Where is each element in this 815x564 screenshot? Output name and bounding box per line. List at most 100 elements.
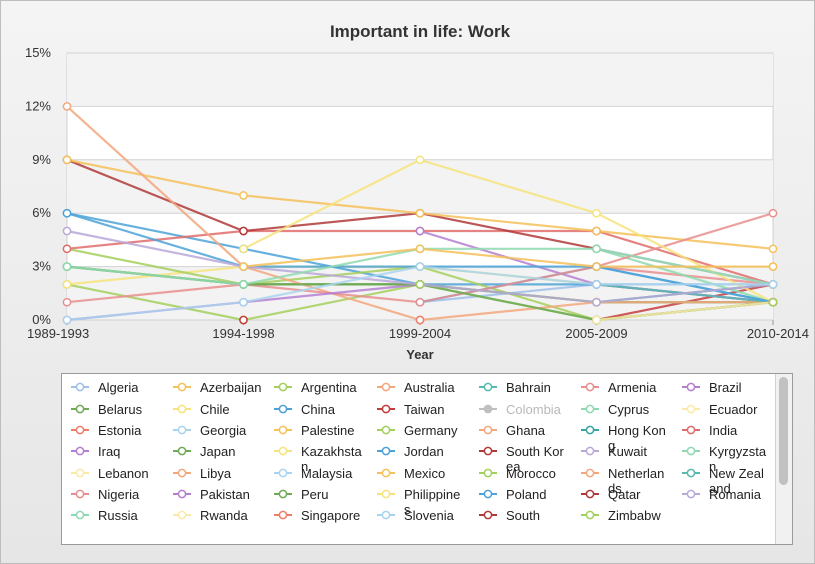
legend-label: Kuwait <box>608 444 648 459</box>
legend-label: Estonia <box>98 423 142 438</box>
data-point-slovenia[interactable] <box>592 280 601 289</box>
legend-marker-icon <box>274 446 292 456</box>
data-point-south-africa[interactable] <box>415 244 425 254</box>
legend-marker-icon <box>71 510 89 520</box>
legend-label: Azerbaijan <box>200 380 262 395</box>
data-point-singapore[interactable] <box>415 315 425 325</box>
data-point-mexico[interactable] <box>239 191 248 200</box>
legend-marker-icon <box>173 510 191 520</box>
data-point-south-africa[interactable] <box>768 262 778 271</box>
legend-label: Brazil <box>709 380 742 395</box>
data-point-nigeria[interactable] <box>62 297 72 307</box>
legend-label: Nigeria <box>98 487 140 502</box>
data-point-mexico[interactable] <box>415 208 425 218</box>
legend-marker-icon <box>479 510 497 520</box>
legend-marker-icon <box>581 425 599 435</box>
data-point-philippines[interactable] <box>239 244 248 254</box>
data-point-mexico[interactable] <box>592 226 601 236</box>
legend-marker-icon <box>71 468 89 478</box>
legend-label: New Zealand <box>709 466 764 496</box>
legend-marker-icon <box>581 510 599 520</box>
legend-scrollbar[interactable] <box>775 374 792 544</box>
y-tick-label: 9% <box>32 152 51 167</box>
legend-label: Ecuador <box>709 402 758 417</box>
scrollbar-thumb[interactable] <box>779 377 788 485</box>
data-point-romania[interactable] <box>592 297 601 307</box>
legend-label: Libya <box>200 466 232 481</box>
data-point-slovenia[interactable] <box>768 280 778 289</box>
series-line-rwanda <box>596 301 774 322</box>
x-tick-label: 2005-2009 <box>565 326 627 341</box>
data-point-slovenia[interactable] <box>239 297 248 307</box>
line-chart: Important in life: Work 0% 3% 6% 9% 12% 15% 1… <box>25 22 809 362</box>
legend-label: Philippines <box>404 487 461 517</box>
series-line-south-africa <box>243 247 773 268</box>
data-point-zimbabwe[interactable] <box>415 280 425 289</box>
legend-marker-icon <box>377 446 395 456</box>
legend-label: Palestine <box>301 423 355 438</box>
data-point-mexico[interactable] <box>768 244 778 254</box>
legend-label: China <box>301 402 335 417</box>
legend-label: Ghana <box>506 423 546 438</box>
chart-title: Important in life: Work <box>330 22 511 41</box>
legend-label: Russia <box>98 508 138 523</box>
legend-marker-icon <box>71 446 89 456</box>
data-point-romania[interactable] <box>62 226 72 236</box>
legend-marker-icon <box>682 404 700 414</box>
data-point-russia[interactable] <box>592 244 601 254</box>
data-point-nigeria[interactable] <box>768 208 778 218</box>
legend-marker-icon <box>71 382 89 392</box>
legend-label: Qatar <box>608 487 641 502</box>
data-point-nigeria[interactable] <box>415 297 425 307</box>
legend-label: Colombia <box>506 402 561 417</box>
grid-band <box>67 266 773 320</box>
data-point-netherlands[interactable] <box>62 102 72 111</box>
legend-marker-icon <box>479 404 497 414</box>
legend-marker-icon <box>71 489 89 499</box>
legend-marker-icon <box>377 468 395 478</box>
data-point-slovenia[interactable] <box>415 262 425 271</box>
y-tick-label: 6% <box>32 205 51 220</box>
legend-label: Lebanon <box>98 466 149 481</box>
legend-label: Germany <box>404 423 458 438</box>
legend-marker-icon <box>274 489 292 499</box>
series-line-pakistan <box>243 283 421 304</box>
legend-label: Romania <box>709 487 762 502</box>
legend: Algeria Azerbaijan Argentina Australia Bahra… <box>61 373 793 545</box>
data-point-poland[interactable] <box>62 208 72 218</box>
legend-label: Iraq <box>98 444 121 459</box>
data-point-philippines[interactable] <box>415 155 425 165</box>
y-tick-label: 3% <box>32 259 51 274</box>
legend-marker-icon <box>173 404 191 414</box>
data-point-south-korea[interactable] <box>239 226 248 236</box>
data-point-iraq[interactable] <box>415 226 425 236</box>
data-point-south-africa[interactable] <box>239 262 248 271</box>
legend-marker-icon <box>479 382 497 392</box>
legend-label: Slovenia <box>404 508 454 523</box>
data-point-russia[interactable] <box>239 280 248 289</box>
grid-band <box>67 53 773 107</box>
data-point-south-africa[interactable] <box>592 262 601 271</box>
legend-marker-icon <box>682 382 700 392</box>
data-point-taiwan[interactable] <box>239 315 248 325</box>
data-point-mexico[interactable] <box>62 155 72 165</box>
legend-label: Singapore <box>301 508 361 523</box>
legend-marker-icon <box>479 425 497 435</box>
legend-label: South Korea <box>506 444 564 474</box>
legend-marker-icon <box>71 425 89 435</box>
legend-marker-icon <box>479 468 497 478</box>
data-point-philippines[interactable] <box>592 208 601 218</box>
x-tick-label: 1999-2004 <box>389 326 451 341</box>
legend-label: Malaysia <box>301 466 353 481</box>
legend-label: South <box>506 508 540 523</box>
data-point-russia[interactable] <box>62 262 72 271</box>
data-point-india[interactable] <box>62 244 72 254</box>
data-point-slovenia[interactable] <box>62 315 72 325</box>
data-point-zimbabwe[interactable] <box>768 297 778 307</box>
data-point-rwanda[interactable] <box>592 315 601 325</box>
data-point-chile[interactable] <box>62 280 72 289</box>
y-tick-label: 15% <box>25 45 51 60</box>
legend-marker-icon <box>377 489 395 499</box>
legend-label: Pakistan <box>200 487 250 502</box>
legend-label: Armenia <box>608 380 657 395</box>
